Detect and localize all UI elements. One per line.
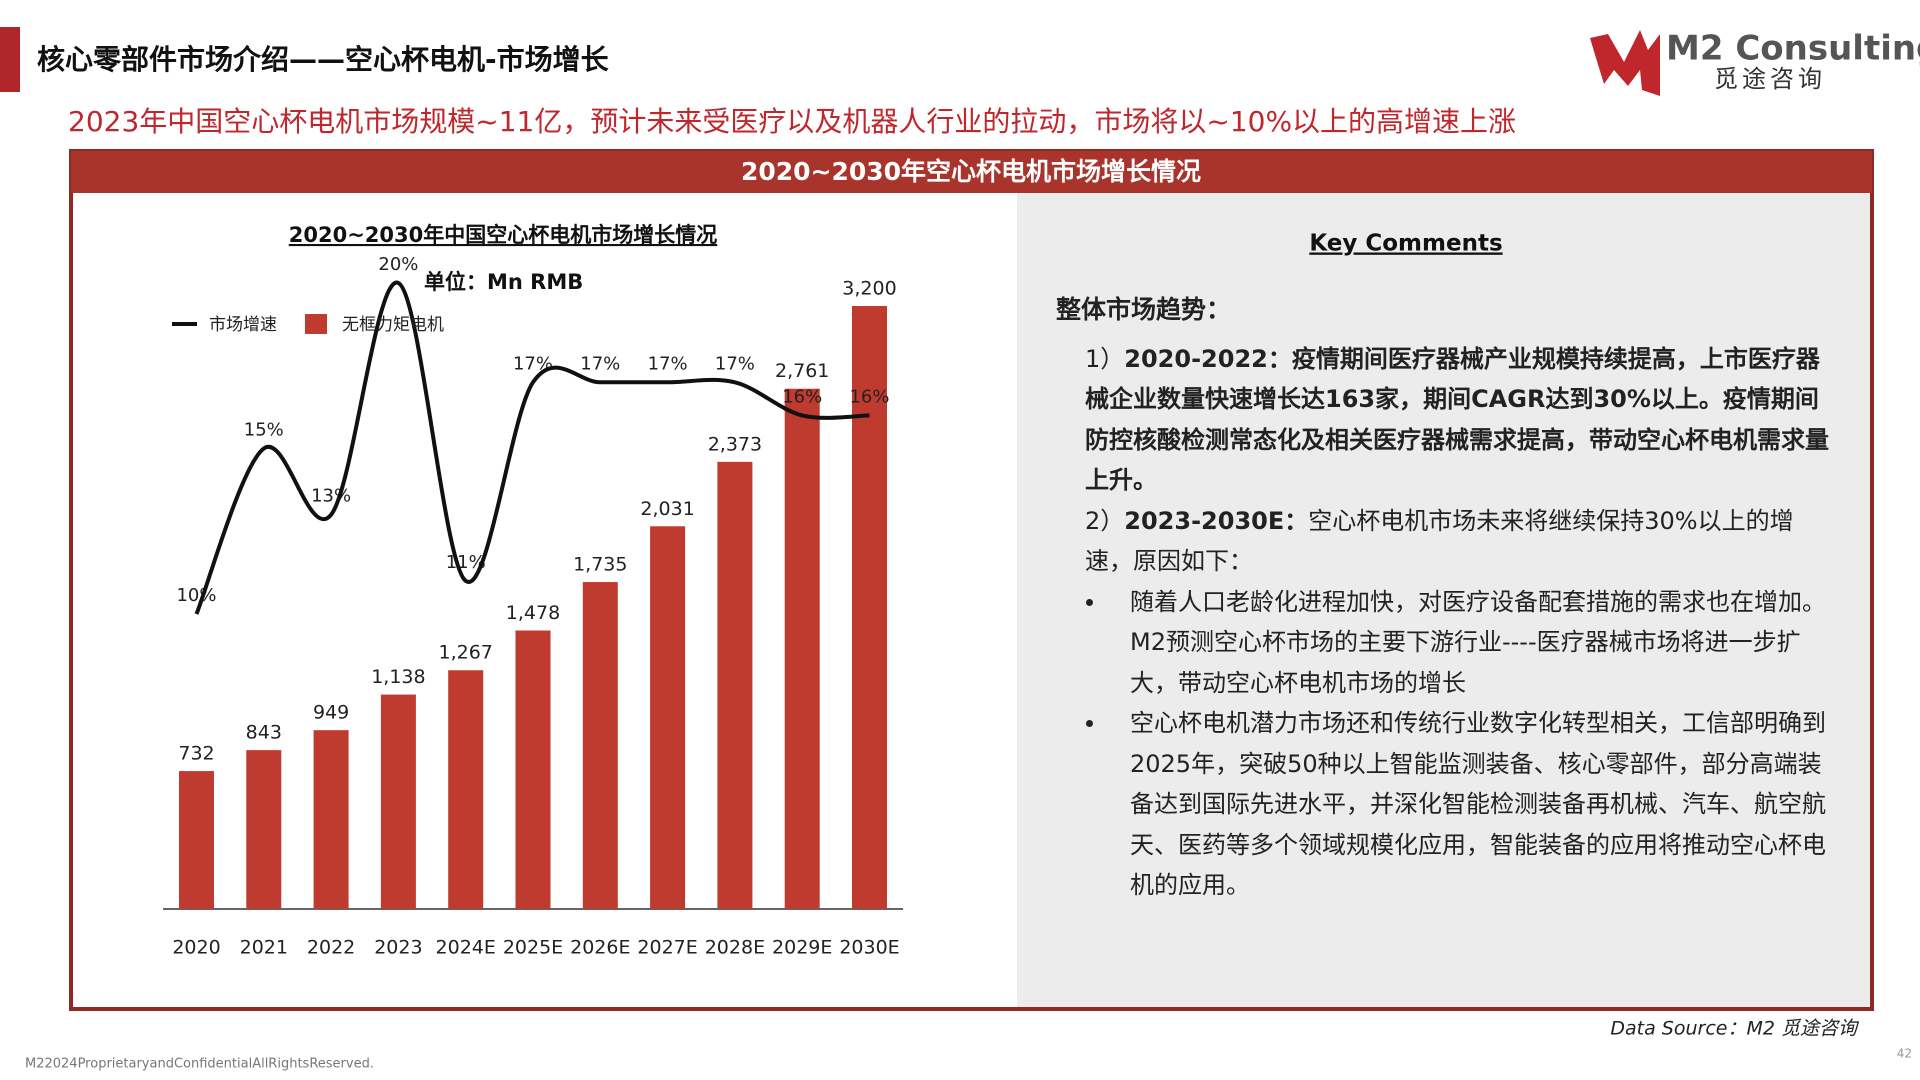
line-value-label: 16% [849, 386, 889, 407]
bar [179, 771, 214, 909]
bullet: 空心杯电机潜力市场还和传统行业数字化转型相关，工信部明确到2025年，突破50种… [1056, 703, 1830, 906]
comments-panel: 整体市场趋势： 1）2020-2022：疫情期间医疗器械产业规模持续提高，上市医… [1056, 290, 1836, 906]
line-value-label: 13% [311, 486, 351, 507]
x-tick-label: 2026E [570, 937, 630, 959]
x-tick-label: 2024E [436, 937, 496, 959]
bar [448, 670, 484, 909]
line-value-label: 17% [648, 353, 688, 374]
comments-heading: 整体市场趋势： [1056, 295, 1232, 324]
bar [784, 388, 820, 909]
bullet-dot [1086, 720, 1093, 727]
x-tick-label: 2029E [772, 937, 832, 959]
x-tick-label: 2022 [307, 937, 355, 959]
legend-label: 无框力矩电机 [342, 315, 444, 335]
logo-subname: 觅途咨询 [1714, 65, 1826, 93]
panel-title: 2020~2030年空心杯电机市场增长情况 [741, 157, 1201, 186]
title-accent [0, 27, 20, 92]
bar-value-label: 1,267 [438, 642, 492, 664]
unit-label: 单位：Mn RMB [424, 270, 583, 294]
bar-value-label: 732 [178, 743, 214, 765]
item-number: 1） [1085, 344, 1125, 373]
bar [246, 750, 282, 909]
x-tick-label: 2027E [637, 937, 697, 959]
x-tick-label: 2021 [240, 937, 288, 959]
item-number: 2） [1085, 506, 1125, 535]
page-number: 42 [1897, 1047, 1912, 1061]
bar-value-label: 843 [246, 722, 282, 744]
slide-subtitle: 2023年中国空心杯电机市场规模~11亿，预计未来受医疗以及机器人行业的拉动，市… [68, 105, 1516, 138]
line-value-label: 10% [176, 585, 216, 606]
bar [852, 306, 887, 909]
x-tick-label: 2020 [172, 937, 220, 959]
bar-value-label: 1,478 [506, 602, 560, 624]
bar [313, 730, 349, 909]
line-value-label: 16% [782, 386, 822, 407]
bar-value-label: 2,761 [775, 360, 829, 382]
logo-icon [1590, 30, 1660, 96]
chart-title: 2020~2030年中国空心杯电机市场增长情况 [289, 223, 718, 247]
growth-line [194, 280, 870, 615]
slide-title: 核心零部件市场介绍——空心杯电机-市场增长 [37, 43, 609, 76]
panel-header [71, 151, 1872, 193]
bullet-dot [1086, 598, 1093, 606]
item-heading: 2023-2030E： [1124, 506, 1309, 535]
comments-background [1017, 193, 1870, 1007]
line-value-label: 17% [715, 353, 755, 374]
x-tick-label: 2030E [839, 937, 899, 959]
footer: M22024ProprietaryandConfidentialAllRight… [25, 1057, 374, 1072]
bullet: 随着人口老龄化进程加快，对医疗设备配套措施的需求也在增加。M2预测空心杯市场的主… [1056, 582, 1830, 704]
x-tick-label: 2023 [374, 937, 422, 959]
bar-value-label: 2,373 [708, 433, 762, 455]
legend-label: 市场增速 [209, 315, 277, 335]
x-tick-label: 2028E [705, 937, 765, 959]
item-text: 空心杯电机市场未来将继续保持30%以上的增速，原因如下： [1085, 506, 1794, 576]
line-value-label: 20% [378, 254, 418, 275]
item-heading: 2020-2022： [1124, 344, 1292, 373]
bullet-text: 随着人口老龄化进程加快，对医疗设备配套措施的需求也在增加。M2预测空心杯市场的主… [1130, 587, 1826, 697]
bar [717, 461, 753, 909]
line-value-label: 17% [513, 353, 553, 374]
bar-value-label: 1,735 [573, 554, 627, 576]
line-value-label: 17% [580, 353, 620, 374]
bar-value-label: 949 [313, 702, 349, 724]
comment-item: 1）2020-2022：疫情期间医疗器械产业规模持续提高，上市医疗器械企业数量快… [1056, 339, 1836, 501]
bar [380, 694, 416, 909]
legend-swatch [305, 314, 327, 334]
bar-value-label: 2,031 [640, 498, 694, 520]
bar-value-label: 1,138 [371, 666, 425, 688]
x-tick-label: 2025E [503, 937, 563, 959]
bar [515, 630, 551, 909]
item-text: 疫情期间医疗器械产业规模持续提高，上市医疗器械企业数量快速增长达163家，期间C… [1085, 344, 1829, 495]
bar [650, 526, 686, 909]
line-value-label: 15% [244, 420, 284, 441]
logo-name: M2 Consulting [1666, 29, 1920, 69]
data-source: Data Source：M2 觅途咨询 [1610, 1018, 1860, 1040]
bar-value-label: 3,200 [842, 278, 896, 300]
bar [582, 582, 618, 909]
comment-item: 2）2023-2030E：空心杯电机市场未来将继续保持30%以上的增速，原因如下… [1056, 501, 1836, 582]
bullet-text: 空心杯电机潜力市场还和传统行业数字化转型相关，工信部明确到2025年，突破50种… [1130, 709, 1826, 899]
comments-title: Key Comments [1309, 231, 1502, 257]
